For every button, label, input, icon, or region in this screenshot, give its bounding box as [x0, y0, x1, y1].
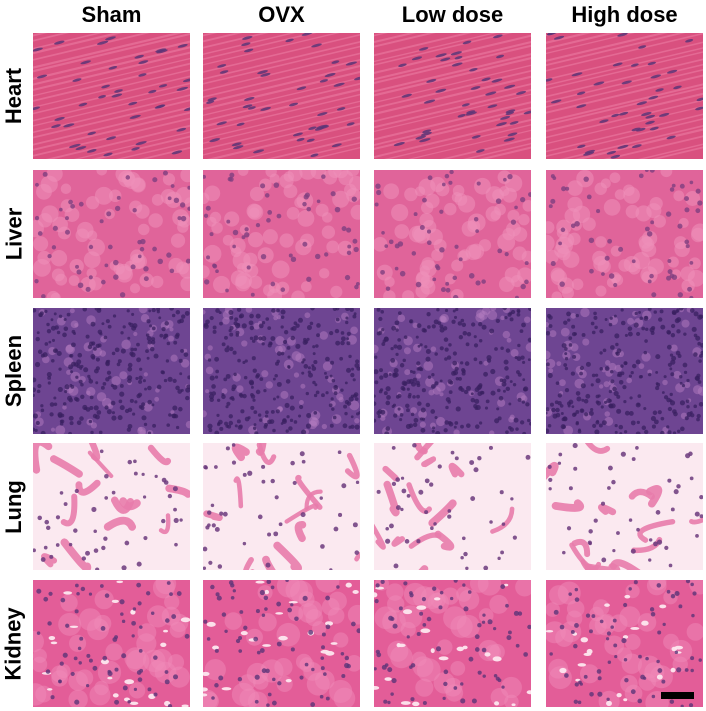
micrograph-heart-high-dose — [546, 33, 703, 159]
micrograph-liver-high-dose — [546, 170, 703, 298]
micrograph-lung-high-dose — [546, 443, 703, 570]
micrograph-liver-ovx — [203, 170, 360, 298]
row-label-text: Spleen — [1, 334, 27, 408]
micrograph-lung-sham — [33, 443, 190, 570]
micrograph-spleen-sham — [33, 308, 190, 434]
row-label-kidney: Kidney — [0, 580, 28, 707]
row-label-text: Kidney — [1, 606, 27, 681]
column-label-high-dose: High dose — [571, 2, 678, 27]
column-label-sham: Sham — [81, 2, 142, 27]
micrograph-heart-low-dose — [374, 33, 531, 159]
row-label-text: Liver — [1, 207, 26, 261]
micrograph-heart-ovx — [203, 33, 360, 159]
micrograph-spleen-ovx — [203, 308, 360, 434]
micrograph-kidney-high-dose — [546, 580, 703, 707]
micrograph-spleen-high-dose — [546, 308, 703, 434]
row-label-liver: Liver — [0, 170, 28, 298]
row-label-heart: Heart — [0, 33, 28, 159]
micrograph-kidney-ovx — [203, 580, 360, 707]
micrograph-liver-sham — [33, 170, 190, 298]
micrograph-kidney-low-dose — [374, 580, 531, 707]
micrograph-spleen-low-dose — [374, 308, 531, 434]
micrograph-kidney-sham — [33, 580, 190, 707]
micrograph-liver-low-dose — [374, 170, 531, 298]
row-label-text: Lung — [1, 479, 27, 534]
column-label-ovx: OVX — [258, 2, 305, 27]
column-label-low-dose: Low dose — [401, 2, 504, 27]
micrograph-heart-sham — [33, 33, 190, 159]
micrograph-lung-ovx — [203, 443, 360, 570]
scale-bar — [661, 692, 694, 699]
row-label-spleen: Spleen — [0, 308, 28, 434]
row-label-text: Heart — [1, 67, 26, 125]
micrograph-lung-low-dose — [374, 443, 531, 570]
row-label-lung: Lung — [0, 443, 28, 570]
